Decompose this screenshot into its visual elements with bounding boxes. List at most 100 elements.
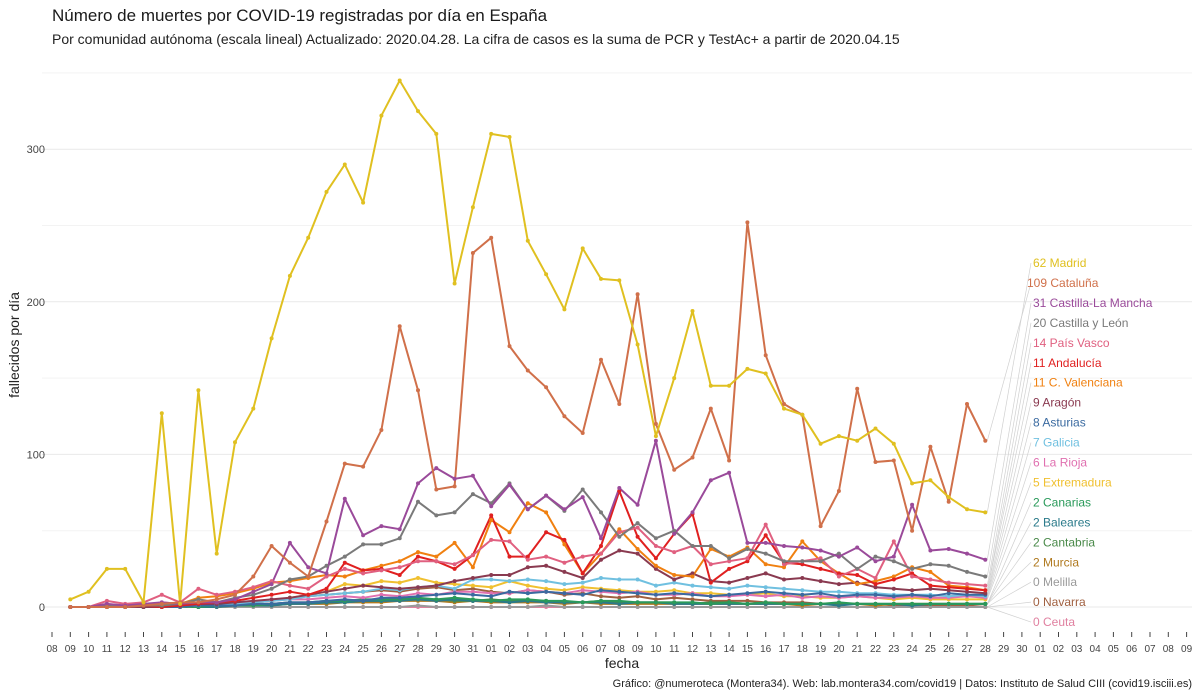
- data-point: [397, 605, 402, 609]
- data-point: [416, 388, 420, 393]
- data-point: [946, 585, 951, 590]
- data-point: [544, 598, 549, 603]
- data-point: [525, 368, 530, 373]
- data-point: [653, 583, 658, 588]
- data-point: [727, 556, 732, 561]
- data-point: [635, 551, 640, 556]
- data-point: [342, 594, 347, 599]
- x-tick-label: 03: [522, 644, 534, 655]
- data-point: [672, 600, 677, 605]
- series-label: 11 Andalucía: [1033, 356, 1102, 370]
- x-tick-label: 06: [1126, 644, 1138, 655]
- x-tick-label: 07: [1144, 644, 1156, 655]
- data-point: [690, 309, 695, 313]
- data-point: [708, 605, 713, 609]
- data-point: [653, 563, 658, 568]
- data-point: [599, 544, 603, 548]
- data-point: [690, 583, 695, 588]
- data-point: [910, 601, 915, 606]
- data-point: [782, 559, 786, 564]
- data-point: [983, 438, 988, 443]
- data-point: [818, 441, 823, 446]
- data-point: [873, 595, 878, 600]
- data-point: [836, 489, 841, 493]
- data-point: [562, 542, 567, 547]
- data-point: [233, 589, 237, 594]
- data-point: [708, 594, 713, 599]
- data-point: [562, 307, 567, 312]
- data-point: [489, 235, 494, 240]
- x-tick-label: 08: [46, 644, 58, 655]
- data-point: [617, 595, 622, 600]
- data-point: [434, 583, 439, 588]
- data-point: [745, 591, 750, 596]
- data-point: [653, 536, 658, 541]
- data-point: [983, 557, 988, 562]
- x-tick-label: 01: [1035, 644, 1047, 655]
- data-point: [836, 582, 841, 587]
- data-point: [800, 588, 805, 593]
- data-point: [818, 556, 823, 561]
- data-point: [470, 576, 475, 580]
- data-point: [544, 530, 549, 535]
- data-point: [470, 492, 475, 497]
- data-point: [836, 571, 841, 576]
- data-point: [580, 246, 585, 251]
- x-tick-label: 12: [120, 644, 132, 655]
- data-point: [379, 605, 384, 609]
- data-point: [800, 562, 805, 567]
- data-point: [452, 484, 457, 489]
- data-point: [873, 576, 878, 580]
- data-point: [544, 579, 549, 584]
- x-tick-label: 15: [175, 644, 187, 655]
- data-point: [635, 521, 640, 526]
- data-point: [727, 559, 732, 564]
- series-label: 11 C. Valenciana: [1033, 376, 1123, 390]
- data-point: [745, 559, 750, 564]
- x-tick-label: 28: [412, 644, 424, 655]
- data-point: [672, 573, 677, 577]
- series-label: 14 País Vasco: [1033, 336, 1110, 350]
- data-point: [525, 577, 530, 582]
- data-point: [580, 592, 585, 597]
- data-point: [489, 605, 494, 609]
- data-point: [580, 576, 585, 580]
- data-point: [836, 594, 841, 599]
- data-point: [434, 580, 439, 585]
- data-point: [800, 412, 805, 417]
- data-point: [324, 189, 329, 194]
- data-point: [525, 591, 530, 596]
- series-label: 2 Baleares: [1033, 515, 1090, 529]
- data-point: [86, 605, 91, 609]
- data-point: [452, 562, 457, 567]
- data-point: [287, 600, 292, 605]
- data-point: [507, 554, 512, 559]
- data-point: [580, 571, 585, 576]
- data-point: [233, 597, 237, 602]
- data-point: [489, 504, 494, 509]
- data-point: [617, 534, 622, 539]
- data-point: [965, 592, 969, 597]
- data-point: [104, 566, 109, 571]
- y-tick-label: 300: [27, 144, 45, 156]
- data-point: [452, 595, 457, 600]
- data-point: [196, 586, 201, 591]
- data-point: [470, 605, 475, 609]
- data-point: [983, 574, 988, 579]
- data-point: [653, 597, 658, 602]
- data-point: [324, 586, 329, 591]
- x-tick-label: 23: [321, 644, 333, 655]
- data-point: [708, 544, 713, 548]
- data-point: [452, 605, 457, 609]
- data-point: [745, 547, 750, 551]
- data-point: [397, 78, 402, 83]
- series-label: 0 Ceuta: [1033, 615, 1075, 629]
- data-point: [397, 536, 402, 541]
- data-point: [580, 600, 585, 605]
- data-point: [416, 576, 420, 580]
- data-point: [287, 273, 292, 278]
- data-point: [983, 510, 988, 515]
- data-point: [434, 466, 439, 471]
- data-point: [818, 594, 823, 599]
- data-point: [690, 544, 695, 548]
